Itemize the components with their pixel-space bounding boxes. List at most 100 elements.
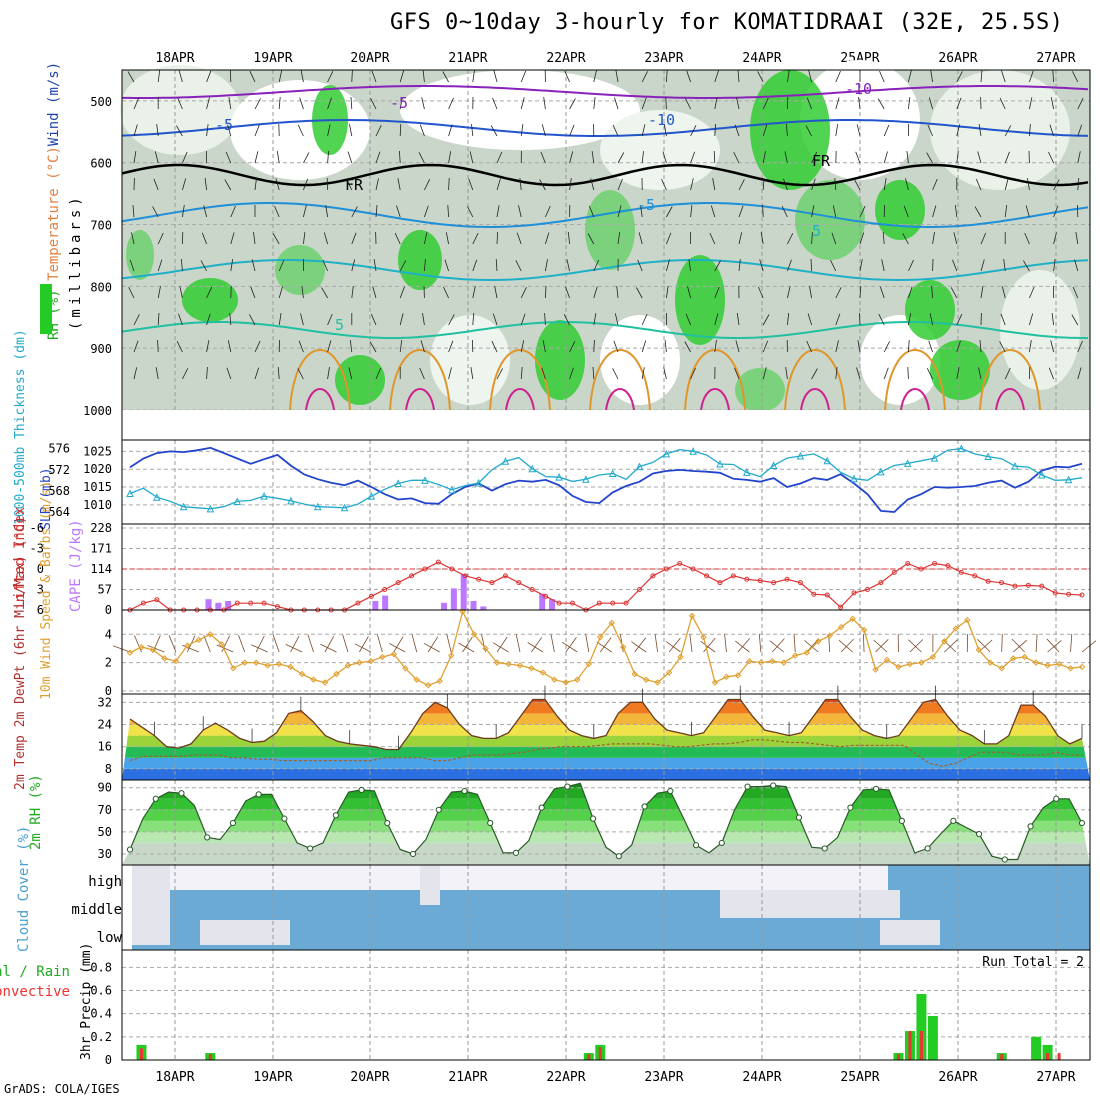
wind-barb (929, 313, 933, 326)
contour-10-teal (121, 259, 1089, 281)
wind-barb (182, 151, 188, 164)
cape-bar (225, 601, 232, 610)
contour-minus10-purple (122, 85, 1089, 99)
date-label-bottom: 27APR (1036, 1070, 1075, 1085)
slp-line (129, 446, 1083, 513)
wind-barb (1053, 259, 1056, 272)
thickness-point (206, 504, 215, 513)
lifted-point (690, 566, 696, 572)
wind-barb (834, 177, 837, 191)
wind-barb (640, 205, 643, 218)
lifted-tick-label: -6 (30, 521, 44, 535)
wind-barb (883, 124, 890, 137)
wind-barb (442, 71, 449, 83)
wind-barb (569, 151, 574, 164)
wind-barb (908, 339, 910, 353)
thickness-axis-label: 1000-500mb Thickness (dm) (13, 329, 28, 525)
wind-barb (1001, 633, 1003, 653)
rh-point (487, 819, 494, 827)
wind-barb (615, 70, 619, 83)
wind-barb (1070, 633, 1073, 653)
wind-barb (327, 313, 333, 326)
wind-barb (520, 313, 526, 326)
wind-speed-point (264, 662, 271, 669)
wind-barb (857, 340, 861, 353)
date-label-bottom: 26APR (938, 1070, 977, 1085)
wind-barb (250, 286, 256, 299)
wind-barb (448, 314, 455, 326)
contour-20-orange (979, 349, 1041, 411)
thickness-point (528, 464, 537, 473)
wind-barb (690, 205, 693, 218)
wind-barb (903, 205, 909, 218)
wind-barb (565, 637, 577, 653)
wind-barb (734, 640, 750, 653)
wind-barb (300, 313, 304, 326)
wind-barb (999, 341, 1006, 353)
wind-speed-point (413, 676, 420, 683)
wind-barb (399, 70, 405, 83)
thickness-tick-label: 568 (48, 484, 70, 498)
wind-barb (944, 639, 958, 653)
wind-barb (663, 124, 667, 137)
wind-barb (930, 70, 933, 83)
wind-speed-point (654, 679, 661, 686)
thickness-tick-label: 572 (48, 463, 70, 477)
wind-barb (496, 368, 503, 380)
wind-barb (757, 71, 764, 83)
wind-barb (278, 313, 282, 326)
pressure-tick-label: 600 (90, 157, 112, 171)
precip-conv-bar (919, 1031, 923, 1060)
contour-freezing-line (121, 163, 1089, 187)
contour-label: 5 (812, 222, 821, 240)
wind-barb (200, 260, 207, 272)
wind-barb (254, 98, 261, 110)
wind-barb (1049, 124, 1054, 137)
wind-barb (591, 151, 595, 164)
wind-speed-point (952, 625, 960, 632)
wind-barb (714, 313, 719, 326)
rh-light-patch (1000, 270, 1080, 390)
wind-barb (375, 204, 378, 218)
wind-panel: 0 2 4 10m Wind Speed & Barbs (m/s) (39, 481, 1097, 700)
cloud-clear-high (132, 865, 888, 890)
wind-barb (1077, 98, 1084, 110)
wind-barb (303, 205, 307, 218)
wind-speed-point (149, 646, 157, 654)
wind-barb (176, 125, 183, 137)
thickness-point (877, 467, 885, 476)
wind-barb (738, 259, 741, 272)
pressure-tick-label: 800 (90, 280, 112, 294)
wind-barb (808, 70, 812, 83)
contour-20-orange (884, 349, 946, 411)
wind-speed-point (447, 652, 455, 659)
wind-barb (832, 205, 837, 218)
wind-barb (637, 259, 643, 272)
cloud-clear-middle (720, 890, 900, 918)
wind-barb (593, 339, 595, 353)
wind-speed-point (860, 626, 868, 634)
wind-barb (327, 97, 332, 110)
wind-barb (550, 634, 555, 653)
wind-barb (181, 258, 183, 272)
wind-barb (1004, 125, 1012, 137)
wind-barb (490, 125, 498, 137)
wind-barb (544, 312, 546, 326)
wind-barb (182, 178, 187, 191)
wind-barb (734, 124, 740, 137)
wind-barb (301, 286, 304, 299)
wind-speed-point (700, 633, 707, 641)
wind-barb (593, 286, 598, 299)
lifted-point (878, 580, 884, 586)
lifted-point (395, 580, 401, 586)
wind-barb (131, 232, 135, 245)
wind-barb (953, 232, 958, 245)
wind-barb (838, 639, 853, 653)
wind-barb (668, 637, 681, 653)
wind-barb (470, 367, 474, 380)
rh-point (795, 814, 803, 821)
wind-barb (738, 179, 745, 191)
wind-barb (980, 69, 983, 83)
wind-speed-point (333, 670, 340, 678)
lifted-point (784, 576, 790, 582)
